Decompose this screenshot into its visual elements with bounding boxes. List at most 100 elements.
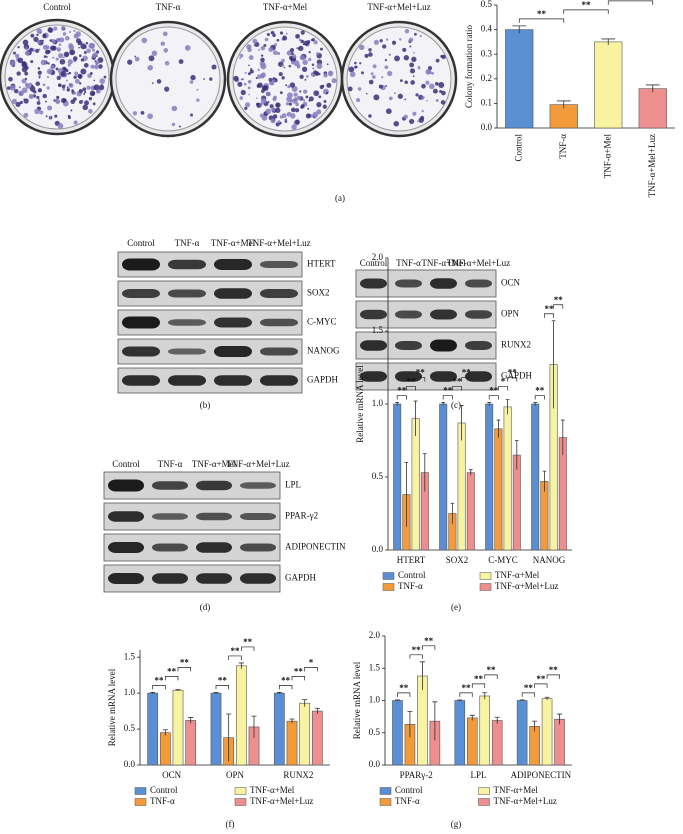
colony xyxy=(303,99,305,102)
colony xyxy=(410,80,415,85)
colony xyxy=(247,86,251,90)
error-bar xyxy=(519,699,525,702)
colony xyxy=(36,95,40,100)
colony xyxy=(318,95,322,99)
colony xyxy=(25,83,31,89)
colony xyxy=(281,64,284,67)
colony xyxy=(275,107,281,114)
significance-label: ** xyxy=(535,386,545,396)
colony xyxy=(33,36,39,43)
colony xyxy=(370,72,374,76)
colony xyxy=(295,108,300,113)
colony xyxy=(84,51,87,54)
colony xyxy=(140,111,145,115)
colony xyxy=(381,76,384,79)
blot-band xyxy=(152,543,188,552)
error-bar xyxy=(226,713,232,762)
colony xyxy=(272,114,278,119)
colony xyxy=(69,49,76,56)
colony xyxy=(28,93,34,100)
colony xyxy=(319,84,324,90)
y-tick-label: 1.0 xyxy=(124,687,136,697)
colony xyxy=(17,57,24,64)
colony xyxy=(93,84,100,91)
colony xyxy=(316,109,322,115)
colony xyxy=(15,53,20,59)
error-bar xyxy=(394,699,400,702)
error-bar xyxy=(432,701,438,741)
colony xyxy=(279,91,283,95)
error-bar xyxy=(505,399,510,415)
colony xyxy=(164,86,170,92)
y-tick-label: 1.5 xyxy=(372,325,384,335)
colony xyxy=(250,67,253,71)
colony xyxy=(59,58,66,65)
colony xyxy=(92,102,96,106)
blot-band xyxy=(395,310,422,319)
colony xyxy=(46,68,53,75)
colony xyxy=(15,101,21,107)
legend-label: TNF-α xyxy=(398,581,423,591)
bar xyxy=(311,710,323,766)
colony xyxy=(248,64,250,67)
legend-swatch xyxy=(382,572,395,580)
colony xyxy=(440,54,444,58)
colony xyxy=(233,75,239,82)
colony xyxy=(300,104,305,109)
colony xyxy=(313,70,318,75)
colony xyxy=(42,83,46,87)
colony xyxy=(38,76,41,79)
colony xyxy=(42,93,47,99)
colony xyxy=(61,84,66,89)
colony xyxy=(36,28,43,34)
blot-column-label: TNF-α+Mel+Luz xyxy=(226,459,289,469)
colony xyxy=(244,71,247,74)
colony xyxy=(65,72,68,76)
colony xyxy=(378,84,383,89)
panel-label: (d) xyxy=(200,602,211,612)
colony xyxy=(248,55,254,60)
dish xyxy=(115,26,221,132)
significance-label: ** xyxy=(582,0,592,10)
colony xyxy=(45,115,48,118)
colony xyxy=(296,36,299,38)
colony xyxy=(421,109,424,113)
significance-bracket xyxy=(498,386,508,391)
legend-label: TNF-α+Mel xyxy=(250,785,295,795)
colony xyxy=(299,54,305,61)
colony xyxy=(388,53,392,57)
colony xyxy=(72,91,76,95)
colony xyxy=(52,56,55,59)
error-bar xyxy=(302,699,308,707)
colony xyxy=(11,98,18,105)
colony xyxy=(277,120,281,124)
y-tick-label: 1.0 xyxy=(369,695,381,705)
blot-column-label: TNF-α+Mel+Luz xyxy=(247,238,310,248)
colony xyxy=(273,95,277,100)
colony xyxy=(63,98,67,103)
colony xyxy=(31,84,34,87)
significance-label: ** xyxy=(443,386,453,396)
colony xyxy=(243,82,247,86)
error-bar xyxy=(289,718,295,724)
colony xyxy=(300,39,305,44)
dish-label: Control xyxy=(43,2,71,12)
colony xyxy=(397,93,403,99)
colony xyxy=(55,67,59,71)
colony xyxy=(70,109,73,112)
x-tick-label: HTERT xyxy=(397,555,426,565)
colony xyxy=(425,80,430,85)
colony xyxy=(313,90,320,97)
colony xyxy=(432,88,438,94)
bar xyxy=(503,406,512,551)
colony xyxy=(312,67,315,70)
colony xyxy=(384,58,388,62)
bar xyxy=(393,403,402,551)
colony xyxy=(292,98,298,104)
error-bar xyxy=(395,402,400,406)
significance-label: * xyxy=(309,657,314,667)
dish-label: TNF-α+Mel xyxy=(263,2,308,12)
bar xyxy=(485,403,494,551)
colony xyxy=(18,90,24,97)
colony xyxy=(399,38,402,41)
